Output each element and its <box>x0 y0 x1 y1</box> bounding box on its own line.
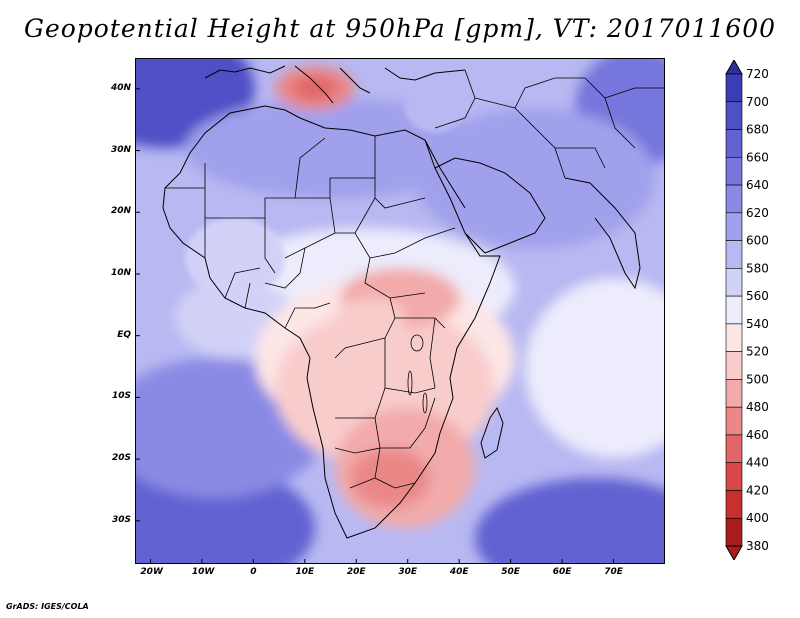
colorbar-level-label: 520 <box>746 345 769 359</box>
colorbar-top-arrow <box>725 58 743 75</box>
map-title: Geopotential Height at 950hPa [gpm], VT:… <box>23 14 777 43</box>
colorbar-level-label: 580 <box>746 261 769 275</box>
colorbar-swatch <box>725 379 743 408</box>
colorbar: 720 700 680 660 640 620 600 580 560 540 520 500 480 4… <box>722 58 792 562</box>
colorbar-swatch <box>725 129 743 158</box>
lon-tick-label: 70E <box>604 567 623 577</box>
colorbar-level-label: 540 <box>746 317 769 331</box>
lon-tick-label: 30E <box>398 567 418 577</box>
axis-ticks <box>135 88 615 564</box>
lat-tick-label: 20N <box>110 206 131 217</box>
map-plot <box>135 58 665 564</box>
coastlines <box>162 65 641 539</box>
colorbar-level-label: 380 <box>746 539 769 553</box>
colorbar-swatch <box>725 490 743 519</box>
colorbar-canvas: 720 700 680 660 640 620 600 580 560 540 520 500 480 4… <box>725 58 769 562</box>
colorbar-swatch <box>725 212 743 241</box>
colorbar-level-label: 460 <box>746 428 769 442</box>
lat-tick-label: 30S <box>111 514 131 525</box>
colorbar-swatch <box>725 517 743 547</box>
lon-tick-label: 40E <box>449 567 469 577</box>
lat-tick-label: EQ <box>117 329 131 340</box>
lon-tick-label: 20W <box>140 567 163 577</box>
lon-tick-label: 50E <box>501 567 520 577</box>
colorbar-swatch <box>725 240 743 269</box>
madagascar-coastline <box>480 406 504 459</box>
lat-tick-label: 30N <box>110 144 131 155</box>
colorbar-level-label: 700 <box>746 95 769 109</box>
colorbar-swatch <box>725 268 743 297</box>
colorbar-swatch <box>725 351 743 380</box>
lon-tick-label: 0 <box>250 567 257 577</box>
lat-tick-label: 20S <box>111 453 131 464</box>
colorbar-level-label: 720 <box>746 67 769 81</box>
map-canvas <box>135 58 665 564</box>
country-borders <box>165 69 665 489</box>
colorbar-level-label: 400 <box>746 511 769 525</box>
africa-coastline <box>162 105 501 539</box>
colorbar-level-label: 640 <box>746 178 769 192</box>
height-field-shading <box>135 58 665 564</box>
india-coastline <box>564 177 641 290</box>
colorbar-swatch <box>725 434 743 464</box>
colorbar-swatch <box>725 323 743 352</box>
colorbar-level-label: 680 <box>746 123 769 137</box>
lon-tick-label: 10W <box>191 567 215 577</box>
lat-tick-label: 10S <box>111 391 131 402</box>
colorbar-swatch <box>725 406 743 436</box>
colorbar-swatch <box>725 73 743 103</box>
lon-tick-label: 20E <box>346 567 366 577</box>
lon-tick-label: 60E <box>552 567 572 577</box>
lakes <box>407 334 428 414</box>
colorbar-bottom-arrow <box>725 545 743 562</box>
colorbar-level-label: 500 <box>746 372 769 386</box>
lat-tick-label: 40N <box>110 82 131 93</box>
colorbar-swatch <box>725 295 743 325</box>
red-sea-coast <box>424 139 466 209</box>
colorbar-level-label: 560 <box>746 289 769 303</box>
colorbar-level-label: 660 <box>746 150 769 164</box>
colorbar-level-label: 480 <box>746 400 769 414</box>
colorbar-swatch <box>725 101 743 130</box>
colorbar-level-label: 440 <box>746 456 769 470</box>
colorbar-level-label: 420 <box>746 483 769 497</box>
colorbar-swatch <box>725 156 743 186</box>
arabia-coastline <box>434 157 546 254</box>
map-border <box>135 58 665 564</box>
colorbar-level-label: 620 <box>746 206 769 220</box>
credit-text: GrADS: IGES/COLA <box>6 602 89 611</box>
europe-coastline <box>204 65 466 104</box>
colorbar-swatch <box>725 462 743 491</box>
colorbar-swatch <box>725 184 743 214</box>
lon-tick-label: 10E <box>295 567 315 577</box>
lat-tick-label: 10N <box>110 267 131 278</box>
colorbar-level-label: 600 <box>746 234 769 248</box>
